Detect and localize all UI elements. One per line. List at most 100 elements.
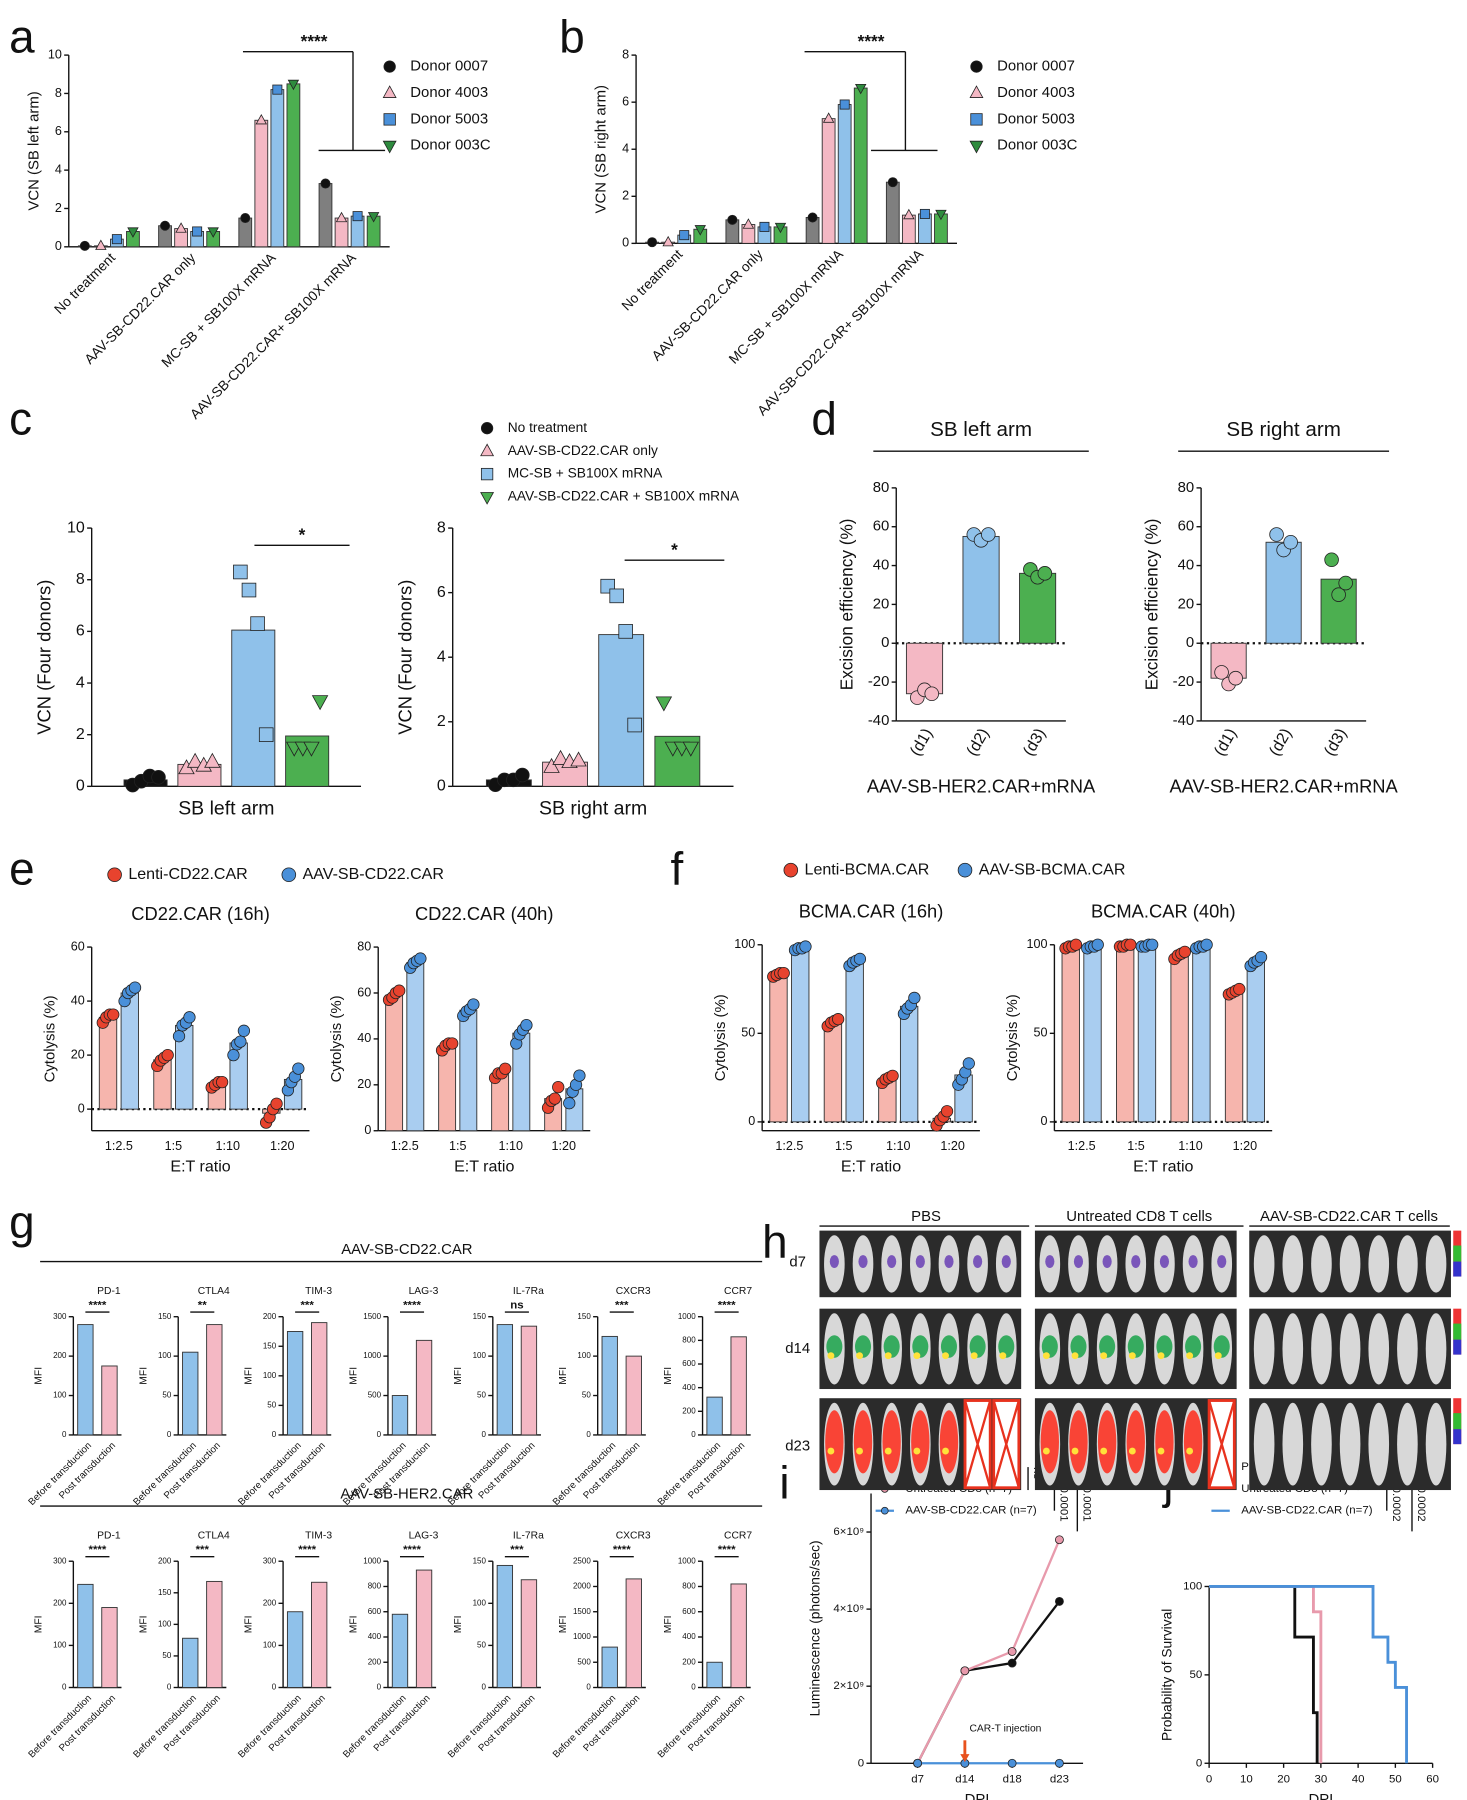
bar	[391, 1395, 409, 1436]
marker	[480, 422, 494, 435]
marker	[233, 564, 248, 580]
marker	[969, 85, 984, 98]
marker	[446, 1037, 459, 1050]
x-tick-label: 60	[1426, 1773, 1439, 1785]
x-tick-label: 1:20	[551, 1139, 576, 1153]
marker	[694, 225, 706, 236]
x-axis-label: SB left arm	[178, 797, 274, 819]
y-tick-label: 400	[368, 1632, 382, 1641]
marker	[957, 862, 973, 878]
x-tick-label: 1:5	[165, 1139, 183, 1153]
p-value: p < 0.0001	[1080, 1467, 1092, 1522]
marker	[258, 727, 274, 742]
y-tick-label: 1000	[573, 1632, 591, 1641]
row-label: d14	[785, 1341, 810, 1357]
marker	[1338, 575, 1353, 591]
bar	[845, 961, 864, 1123]
legend-label: Donor 003C	[410, 138, 491, 154]
marker	[759, 221, 770, 232]
y-tick-label: 0	[62, 1683, 67, 1692]
marker	[1055, 1758, 1064, 1768]
chart-title: IL-7Ra	[513, 1531, 544, 1542]
marker	[367, 212, 380, 223]
signal	[1073, 1255, 1084, 1269]
y-tick-label: -20	[1173, 674, 1195, 690]
legend-label: Donor 5003	[997, 111, 1075, 127]
y-tick-label: 50	[582, 1391, 591, 1400]
bar	[120, 992, 139, 1110]
marker	[969, 140, 984, 154]
y-tick-label: 200	[53, 1351, 67, 1360]
signal	[998, 1335, 1015, 1358]
y-tick-label: 8	[76, 570, 85, 588]
marker	[618, 624, 633, 639]
marker	[186, 752, 204, 768]
panel-letter: h	[762, 1216, 787, 1268]
bar	[899, 1005, 919, 1123]
signal	[1157, 1352, 1165, 1360]
y-tick-label: 0	[437, 777, 446, 795]
y-tick-label: 4×10⁹	[833, 1603, 864, 1615]
y-tick-label: 4	[55, 162, 62, 176]
signal	[856, 1447, 864, 1455]
x-tick-label: 0	[1206, 1773, 1212, 1785]
marker	[832, 1013, 845, 1026]
x-tick-label: 1:10	[886, 1139, 911, 1153]
y-tick-label: 1000	[678, 1312, 696, 1321]
y-tick-label: 300	[53, 1312, 67, 1321]
marker	[573, 1069, 586, 1082]
annotation-arrowhead	[960, 1754, 970, 1763]
marker	[95, 239, 107, 250]
mouse	[1311, 1402, 1332, 1486]
bar	[706, 1661, 723, 1688]
bar	[406, 962, 425, 1132]
y-axis-label: Excision efficiency (%)	[1142, 519, 1162, 691]
chart-title: IL-7Ra	[513, 1286, 544, 1297]
missing-cross	[1208, 1400, 1236, 1489]
missing-cross	[992, 1400, 1020, 1489]
marker	[520, 1018, 533, 1032]
marker	[79, 240, 90, 251]
mouse	[1397, 1235, 1418, 1293]
x-axis-label: SB right arm	[539, 797, 647, 819]
marker	[311, 695, 329, 711]
y-tick-label: 1000	[363, 1556, 381, 1565]
legend-label: AAV-SB-BCMA.CAR	[979, 860, 1126, 878]
signal	[1183, 1410, 1203, 1474]
y-axis-label: Cytolysis (%)	[329, 995, 345, 1082]
x-tick-label: 20	[1277, 1773, 1290, 1785]
marker	[682, 741, 700, 757]
y-tick-label: 50	[1034, 1026, 1048, 1040]
signal	[827, 1447, 835, 1455]
y-tick-label: 0	[691, 1683, 696, 1692]
y-tick-label: 8	[55, 86, 62, 100]
bar	[962, 535, 1000, 644]
marker	[320, 178, 331, 189]
marker	[1178, 945, 1191, 958]
signal	[1097, 1410, 1117, 1474]
mouse	[1282, 1402, 1304, 1486]
y-tick-label: 50	[477, 1641, 486, 1650]
x-tick-label: 1:5	[449, 1139, 467, 1153]
marker	[919, 208, 930, 219]
panel-letter: a	[9, 10, 35, 62]
marker	[1091, 938, 1104, 951]
y-tick-label: 20	[71, 1047, 85, 1061]
bar	[318, 183, 333, 248]
signal	[884, 1447, 892, 1455]
column-label: PBS	[911, 1209, 941, 1225]
y-axis-label: Luminescence (photons/sec)	[808, 1540, 823, 1716]
marker	[1254, 951, 1268, 964]
marker	[1007, 1647, 1017, 1656]
significance: ****	[718, 1299, 736, 1311]
y-tick-label: 50	[267, 1401, 276, 1410]
significance: ***	[196, 1544, 210, 1556]
signal	[912, 1335, 929, 1358]
marker	[107, 867, 122, 883]
signal	[1217, 1255, 1227, 1269]
y-axis-label: VCN (Four donors)	[395, 580, 416, 735]
y-tick-label: 2	[622, 189, 629, 203]
marker	[727, 214, 738, 225]
column-label: Untreated CD8 T cells	[1066, 1209, 1212, 1225]
y-tick-label: 0	[691, 1430, 696, 1439]
